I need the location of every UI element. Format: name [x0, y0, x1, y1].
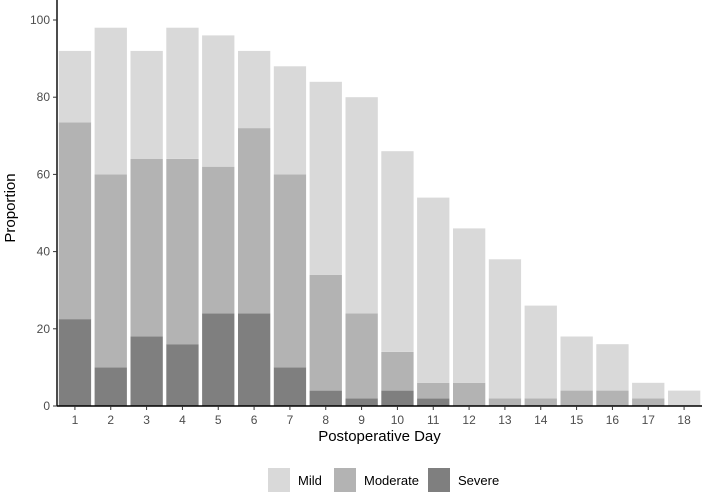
bar-severe-day-1 — [58, 319, 92, 406]
bar-mild-day-5 — [202, 35, 235, 167]
bar-moderate-day-11 — [417, 382, 450, 399]
bar-mild-day-11 — [417, 197, 450, 383]
bar-mild-day-3 — [130, 50, 163, 159]
x-tick-label: 14 — [534, 413, 548, 427]
bar-mild-day-8 — [309, 81, 342, 275]
x-tick-label: 4 — [179, 413, 186, 427]
bar-moderate-day-5 — [202, 166, 235, 314]
y-tick-label: 20 — [37, 322, 51, 336]
x-tick-label: 13 — [498, 413, 512, 427]
x-axis-title: Postoperative Day — [318, 428, 441, 445]
bar-mild-day-2 — [94, 27, 127, 175]
bar-mild-day-7 — [273, 66, 307, 175]
bar-moderate-day-15 — [560, 390, 593, 406]
bar-severe-day-5 — [202, 313, 235, 406]
bar-mild-day-12 — [453, 228, 486, 383]
bar-severe-day-10 — [381, 390, 414, 406]
legend-swatch-severe — [428, 468, 450, 492]
y-tick-label: 80 — [37, 90, 51, 104]
y-axis-title: Proportion — [2, 173, 19, 242]
y-tick-label: 60 — [37, 167, 51, 181]
bar-mild-day-9 — [345, 97, 378, 314]
x-tick-label: 7 — [287, 413, 294, 427]
bar-severe-day-4 — [166, 344, 199, 406]
legend-label-moderate: Moderate — [364, 473, 419, 488]
bar-moderate-day-17 — [632, 398, 665, 406]
bar-severe-day-8 — [309, 390, 342, 406]
y-axis-ticks: 0 20 40 60 80 100 — [30, 13, 57, 413]
bar-moderate-day-13 — [488, 398, 522, 406]
bar-mild-day-18 — [668, 390, 701, 406]
bar-moderate-day-3 — [130, 159, 163, 337]
y-tick-label: 40 — [37, 245, 51, 259]
x-tick-label: 15 — [570, 413, 584, 427]
y-tick-label: 100 — [30, 13, 50, 27]
bar-mild-day-13 — [488, 259, 522, 399]
x-tick-label: 1 — [72, 413, 79, 427]
bar-moderate-day-1 — [58, 122, 92, 320]
x-tick-label: 17 — [642, 413, 656, 427]
bar-severe-day-7 — [273, 367, 307, 406]
x-tick-label: 5 — [215, 413, 222, 427]
bar-moderate-day-16 — [596, 390, 629, 406]
y-tick-label: 0 — [43, 399, 50, 413]
x-tick-label: 2 — [107, 413, 114, 427]
bar-moderate-day-12 — [453, 382, 486, 406]
x-tick-label: 3 — [143, 413, 150, 427]
bar-mild-day-17 — [632, 382, 665, 399]
bar-mild-day-16 — [596, 344, 629, 391]
x-tick-label: 16 — [606, 413, 620, 427]
bar-mild-day-1 — [58, 50, 92, 123]
x-tick-label: 18 — [677, 413, 691, 427]
bar-moderate-day-14 — [524, 398, 557, 406]
x-axis-ticks: 1 2 3 4 5 6 7 8 9 10 11 12 13 14 15 16 17 18 — [72, 406, 691, 427]
bar-mild-day-6 — [238, 50, 271, 129]
bar-moderate-day-8 — [309, 274, 342, 391]
x-tick-label: 6 — [251, 413, 258, 427]
bar-moderate-day-4 — [166, 159, 199, 345]
x-tick-label: 10 — [391, 413, 405, 427]
x-tick-label: 12 — [462, 413, 476, 427]
bar-mild-day-15 — [560, 336, 593, 391]
legend-label-severe: Severe — [458, 473, 499, 488]
bar-moderate-day-6 — [238, 128, 271, 314]
x-tick-label: 8 — [322, 413, 329, 427]
bar-severe-day-3 — [130, 336, 163, 406]
x-tick-label: 9 — [358, 413, 365, 427]
bar-severe-day-6 — [238, 313, 271, 406]
bar-moderate-day-9 — [345, 313, 378, 399]
legend-swatch-mild — [268, 468, 290, 492]
bar-moderate-day-2 — [94, 174, 127, 368]
bar-moderate-day-10 — [381, 352, 414, 391]
bar-mild-day-4 — [166, 27, 199, 159]
legend: Mild Moderate Severe — [268, 468, 499, 492]
legend-swatch-moderate — [334, 468, 356, 492]
bar-severe-day-2 — [94, 367, 127, 406]
bar-mild-day-14 — [524, 305, 557, 399]
legend-label-mild: Mild — [298, 473, 322, 488]
x-tick-label: 11 — [427, 413, 440, 427]
bar-severe-day-11 — [417, 398, 450, 406]
bars-layer — [58, 27, 701, 406]
bar-mild-day-10 — [381, 151, 414, 352]
bar-moderate-day-7 — [273, 174, 307, 368]
bar-severe-day-9 — [345, 398, 378, 406]
